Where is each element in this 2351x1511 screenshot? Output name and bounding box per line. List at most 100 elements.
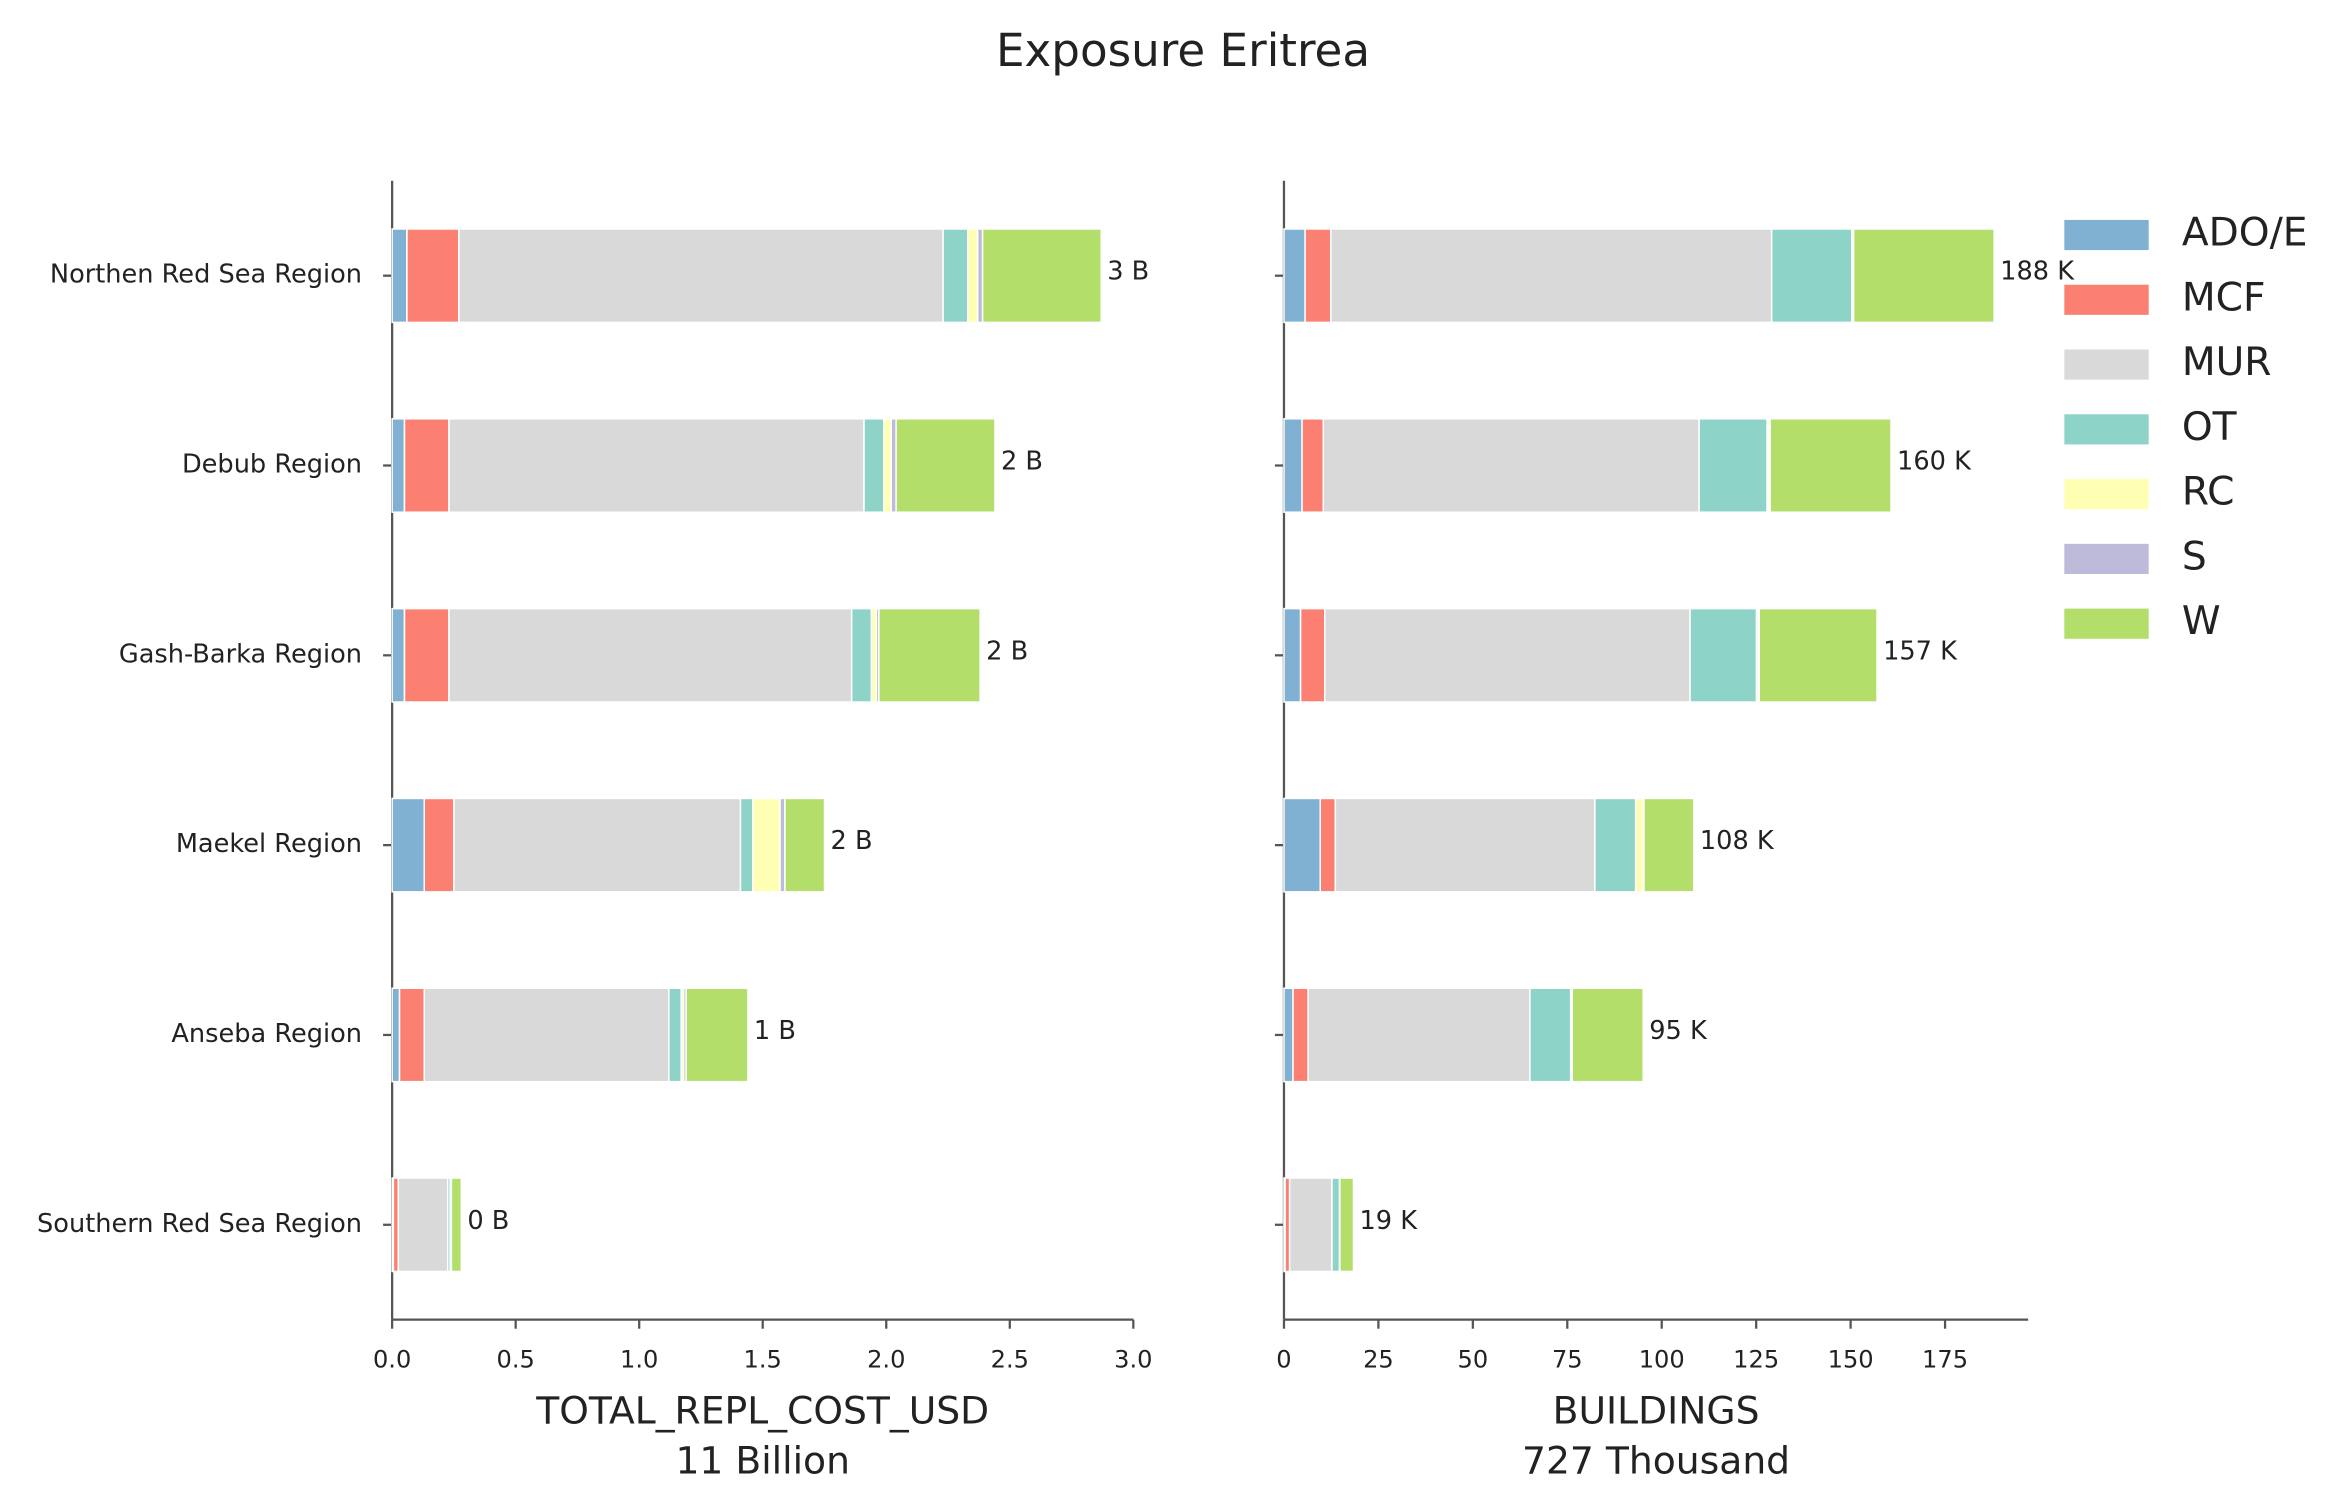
- total-label: 2 B: [986, 636, 1028, 666]
- legend-swatch: [2064, 608, 2149, 639]
- bar-segment: [752, 797, 781, 893]
- total-label: 108 K: [1700, 826, 1775, 856]
- bar-segment: [1634, 797, 1644, 893]
- y-tick-label: Anseba Region: [171, 1019, 362, 1049]
- bar-segment: [1769, 418, 1892, 513]
- bar-segment: [1292, 987, 1309, 1083]
- x-tick-label: 75: [1552, 1345, 1583, 1373]
- bar-segment: [1304, 228, 1332, 324]
- bar-segment: [967, 228, 979, 324]
- x-tick-label: 50: [1458, 1345, 1489, 1373]
- legend-label: MUR: [2182, 340, 2272, 385]
- bar-segment: [1283, 797, 1321, 893]
- total-label: 188 K: [2000, 257, 2075, 287]
- bar-segment: [391, 607, 406, 703]
- bar-segment: [1643, 797, 1695, 893]
- bar-segment: [1594, 797, 1637, 893]
- y-tick-label: Southern Red Sea Region: [37, 1209, 362, 1239]
- bar-segment: [1852, 228, 1995, 324]
- bar-segment: [850, 607, 873, 703]
- bar-segment: [1529, 987, 1572, 1083]
- x-tick-label: 100: [1639, 1345, 1685, 1373]
- bar-segment: [981, 228, 1102, 324]
- figure-title: Exposure Eritrea: [996, 24, 1370, 77]
- bar-segment: [423, 797, 455, 893]
- bar-segment: [1283, 418, 1303, 513]
- y-tick-label: Northen Red Sea Region: [50, 260, 362, 290]
- x-tick-label: 0: [1276, 1345, 1291, 1373]
- legend-swatch: [2064, 414, 2149, 445]
- x-tick-label: 2.0: [867, 1345, 905, 1373]
- bar-segment: [878, 607, 981, 703]
- bar-segment: [1319, 797, 1337, 893]
- x-tick-label: 25: [1363, 1345, 1394, 1373]
- x-tick-label: 150: [1828, 1345, 1874, 1373]
- x-tick-label: 0.0: [373, 1345, 411, 1373]
- bar-segment: [397, 1177, 449, 1273]
- x-tick-label: 0.5: [496, 1345, 534, 1373]
- bar-segment: [1301, 418, 1325, 513]
- bar-segment: [1339, 1177, 1355, 1273]
- bar-segment: [1770, 228, 1853, 324]
- x-tick-label: 125: [1733, 1345, 1779, 1373]
- bar-segment: [391, 418, 406, 513]
- x-tick-label: 3.0: [1114, 1345, 1152, 1373]
- x-tick-label: 1.0: [620, 1345, 658, 1373]
- bar-segment: [1334, 797, 1596, 893]
- bar-segment: [448, 418, 865, 513]
- bar-segment: [458, 228, 944, 324]
- bar-segment: [1758, 607, 1878, 703]
- bar-segment: [1698, 418, 1768, 513]
- bar-segment: [685, 987, 749, 1083]
- bar-segment: [942, 228, 969, 324]
- total-label: 2 B: [1001, 446, 1043, 476]
- total-label: 160 K: [1897, 446, 1972, 476]
- total-label: 3 B: [1107, 257, 1149, 287]
- total-label: 157 K: [1883, 636, 1958, 666]
- bar-segment: [1283, 228, 1306, 324]
- y-tick-label: Maekel Region: [176, 829, 362, 859]
- legend-label: S: [2182, 534, 2207, 579]
- x-axis-subtitle: 727 Thousand: [1522, 1438, 1790, 1482]
- legend-swatch: [2064, 479, 2149, 510]
- bar-segment: [453, 797, 742, 893]
- bar-segment: [406, 228, 460, 324]
- legend-swatch: [2064, 219, 2149, 251]
- bar-segment: [784, 797, 826, 893]
- legend-label: OT: [2182, 405, 2238, 450]
- legend-label: MCF: [2182, 275, 2266, 320]
- legend-label: W: [2182, 599, 2221, 644]
- total-label: 95 K: [1649, 1016, 1708, 1046]
- bar-segment: [883, 418, 892, 513]
- y-tick-label: Debub Region: [182, 450, 362, 480]
- bar-segment: [1288, 1177, 1333, 1273]
- bar-segment: [739, 797, 754, 893]
- bar-segment: [863, 418, 885, 513]
- total-label: 2 B: [831, 826, 873, 856]
- total-label: 19 K: [1360, 1206, 1419, 1236]
- bar-segment: [403, 607, 450, 703]
- bar-segment: [1571, 987, 1644, 1083]
- total-label: 0 B: [467, 1206, 509, 1236]
- x-axis-title: BUILDINGS: [1553, 1389, 1760, 1433]
- bar-segment: [448, 607, 853, 703]
- bar-segment: [391, 797, 426, 893]
- bar-segment: [423, 987, 670, 1083]
- bar-segment: [1689, 607, 1758, 703]
- bar-segment: [1330, 228, 1773, 324]
- total-label: 1 B: [754, 1016, 796, 1046]
- legend-label: ADO/E: [2182, 211, 2308, 256]
- bar-segment: [391, 987, 401, 1083]
- bar-segment: [1299, 607, 1326, 703]
- x-tick-label: 175: [1922, 1345, 1968, 1373]
- legend-swatch: [2064, 543, 2149, 574]
- legend-label: RC: [2182, 470, 2235, 515]
- bar-segment: [1322, 418, 1700, 513]
- bar-segment: [895, 418, 996, 513]
- bar-segment: [391, 228, 408, 324]
- x-tick-label: 1.5: [744, 1345, 782, 1373]
- x-axis-subtitle: 11 Billion: [675, 1438, 849, 1482]
- y-tick-label: Gash-Barka Region: [119, 639, 362, 669]
- bar-segment: [1283, 987, 1294, 1083]
